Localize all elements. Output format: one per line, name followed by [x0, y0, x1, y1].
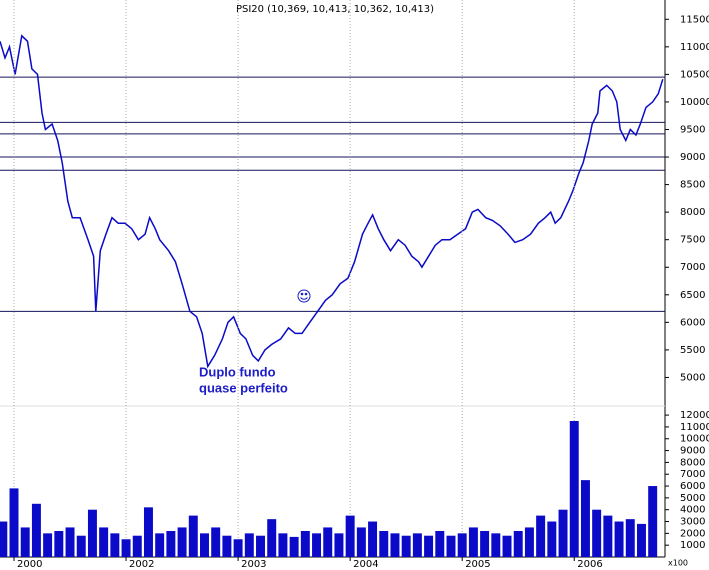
- annotation: Duplo fundo: [199, 364, 276, 379]
- volume-bar: [256, 535, 265, 557]
- y-tick-label: 7000: [680, 262, 705, 273]
- y-tick-label: 11500: [680, 14, 709, 25]
- x-tick-label: 2005: [465, 559, 490, 570]
- volume-bar: [580, 480, 590, 557]
- volume-bar: [334, 533, 344, 557]
- volume-bar: [188, 515, 198, 557]
- volume-bar: [300, 530, 310, 557]
- y-tick-label: 8500: [680, 180, 705, 191]
- volume-bar: [155, 533, 165, 557]
- volume-bar: [289, 536, 299, 557]
- y-tick-label: 5500: [680, 345, 705, 356]
- y-tick-label: 3000: [680, 517, 705, 528]
- y-tick-label: 7000: [680, 469, 705, 480]
- unit-label: x100: [668, 559, 688, 568]
- volume-bar: [65, 527, 75, 557]
- volume-bar: [87, 509, 97, 557]
- volume-bar: [480, 530, 490, 557]
- volume-bar: [424, 535, 434, 557]
- volume-bar: [401, 535, 411, 557]
- volume-bar: [0, 521, 8, 557]
- volume-bar: [356, 527, 366, 557]
- y-tick-label: 1000: [680, 540, 705, 551]
- annotation: quase perfeito: [199, 380, 288, 395]
- y-tick-label: 8000: [680, 457, 705, 468]
- volume-bar: [211, 527, 221, 557]
- volume-bar: [31, 503, 41, 557]
- chart-title: PSI20 (10,369, 10,413, 10,362, 10,413): [236, 4, 434, 15]
- volume-bar: [110, 533, 120, 557]
- volume-bar: [312, 533, 322, 557]
- volume-bar: [200, 533, 209, 557]
- volume-bar: [345, 515, 355, 557]
- volume-bar: [502, 535, 512, 557]
- volume-bar: [132, 535, 142, 557]
- volume-bar: [636, 523, 646, 557]
- y-tick-label: 10000: [680, 434, 709, 445]
- volume-bar: [177, 527, 187, 557]
- volume-bar: [121, 539, 131, 557]
- x-tick-label: 2000: [17, 559, 42, 570]
- volume-bar: [390, 533, 400, 557]
- volume-bar: [143, 507, 153, 557]
- y-tick-label: 5000: [680, 372, 705, 383]
- volume-bar: [233, 539, 243, 557]
- volume-bar: [603, 515, 613, 557]
- y-tick-label: 6000: [680, 317, 705, 328]
- volume-bar: [592, 509, 602, 557]
- volume-bar: [76, 535, 86, 557]
- volume-bar: [446, 535, 456, 557]
- volume-bar: [368, 521, 378, 557]
- y-tick-label: 10500: [680, 69, 709, 80]
- volume-bar: [278, 533, 288, 557]
- volume-bar: [547, 521, 557, 557]
- volume-bar: [558, 509, 568, 557]
- y-tick-label: 4000: [680, 505, 705, 516]
- volume-bar: [323, 527, 333, 557]
- volume-bar: [614, 521, 624, 557]
- y-tick-label: 11000: [680, 422, 709, 433]
- volume-bar: [412, 533, 422, 557]
- x-tick-label: 2003: [241, 559, 266, 570]
- x-tick-label: 2002: [129, 559, 154, 570]
- volume-bar: [648, 486, 658, 557]
- y-tick-label: 9500: [680, 124, 705, 135]
- y-tick-label: 5000: [680, 493, 705, 504]
- volume-bar: [166, 530, 176, 557]
- y-tick-label: 9000: [680, 152, 705, 163]
- smiley: [297, 289, 311, 303]
- volume-bar: [244, 533, 254, 557]
- y-tick-label: 6500: [680, 290, 705, 301]
- volume-bar: [43, 533, 53, 557]
- volume-bar: [625, 519, 635, 557]
- volume-bar: [457, 533, 467, 557]
- volume-bar: [222, 535, 232, 557]
- volume-bar: [513, 530, 523, 557]
- volume-bar: [536, 515, 546, 557]
- x-tick-label: 2004: [353, 559, 378, 570]
- price-line: [0, 34, 664, 369]
- y-tick-label: 8000: [680, 207, 705, 218]
- volume-bar: [20, 527, 30, 557]
- volume-bar: [569, 421, 579, 557]
- x-tick-label: 2006: [577, 559, 602, 570]
- y-tick-label: 11000: [680, 42, 709, 53]
- volume-bar: [524, 527, 534, 557]
- volume-bar: [468, 527, 478, 557]
- volume-bar: [267, 519, 277, 557]
- volume-bar: [379, 530, 389, 557]
- y-tick-label: 2000: [680, 528, 705, 539]
- y-tick-label: 7500: [680, 235, 705, 246]
- y-tick-label: 6000: [680, 481, 705, 492]
- volume-bar: [9, 488, 19, 557]
- volume-bar: [99, 527, 109, 557]
- y-tick-label: 10000: [680, 97, 709, 108]
- y-tick-label: 9000: [680, 446, 705, 457]
- volume-bar: [491, 533, 501, 557]
- volume-bar: [435, 530, 445, 557]
- y-tick-label: 12000: [680, 410, 709, 421]
- volume-bar: [54, 530, 64, 557]
